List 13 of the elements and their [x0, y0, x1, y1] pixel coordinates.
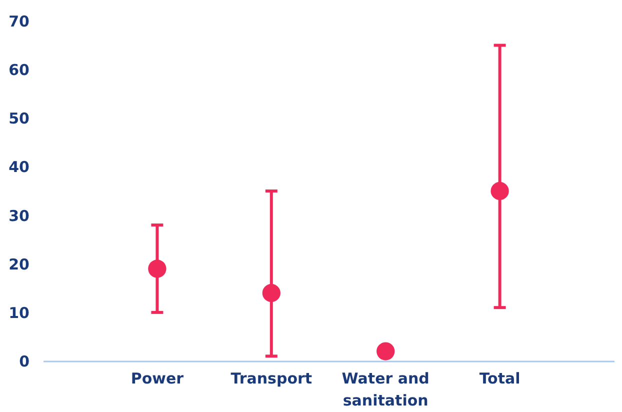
y-tick-label: 0	[19, 352, 30, 370]
y-tick-label: 70	[8, 12, 30, 30]
y-tick-label: 30	[8, 206, 30, 225]
y-tick-label: 20	[8, 255, 30, 274]
x-tick-label: Water and sanitation	[342, 370, 430, 410]
x-tick-label: Power	[130, 370, 184, 388]
y-tick-label: 60	[8, 61, 30, 80]
point	[376, 342, 395, 360]
x-tick-label: Total	[479, 370, 520, 388]
y-tick-label: 50	[8, 110, 30, 128]
y-tick-label: 40	[8, 158, 30, 176]
y-tick-label: 10	[8, 304, 30, 322]
x-tick-label: Transport	[230, 370, 312, 388]
